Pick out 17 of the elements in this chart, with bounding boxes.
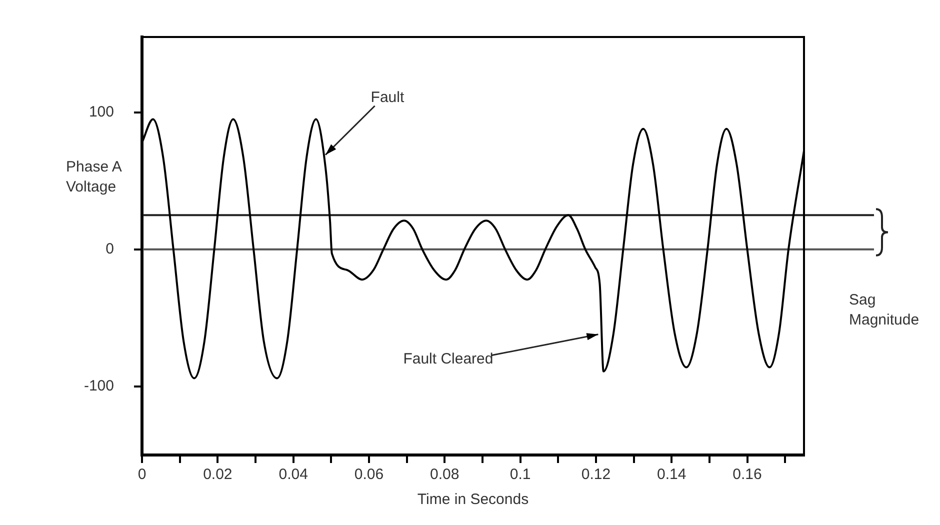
annotation: Fault Cleared <box>403 350 494 368</box>
ref-line-label: Sag Magnitude <box>849 292 920 329</box>
x-tick-label: 0.04 <box>278 466 308 484</box>
annotation: Fault <box>370 89 405 106</box>
x-axis-title: Time in Seconds <box>417 491 529 508</box>
y-tick-label: 0 <box>106 240 114 258</box>
x-tick-label: 0.12 <box>581 466 611 484</box>
x-tick-label: 0 <box>138 466 146 484</box>
x-tick-label: 0.08 <box>430 466 460 484</box>
x-tick-label: 0.16 <box>732 466 762 484</box>
y-tick-label: -100 <box>84 378 114 395</box>
x-tick-label: 0.06 <box>354 466 384 484</box>
y-axis-title: Phase A Voltage <box>66 158 122 196</box>
x-tick-label: 0.02 <box>203 466 232 484</box>
y-tick-label: 100 <box>88 104 114 121</box>
x-tick-label: 0.1 <box>510 466 531 484</box>
x-tick-label: 0.14 <box>657 466 686 484</box>
